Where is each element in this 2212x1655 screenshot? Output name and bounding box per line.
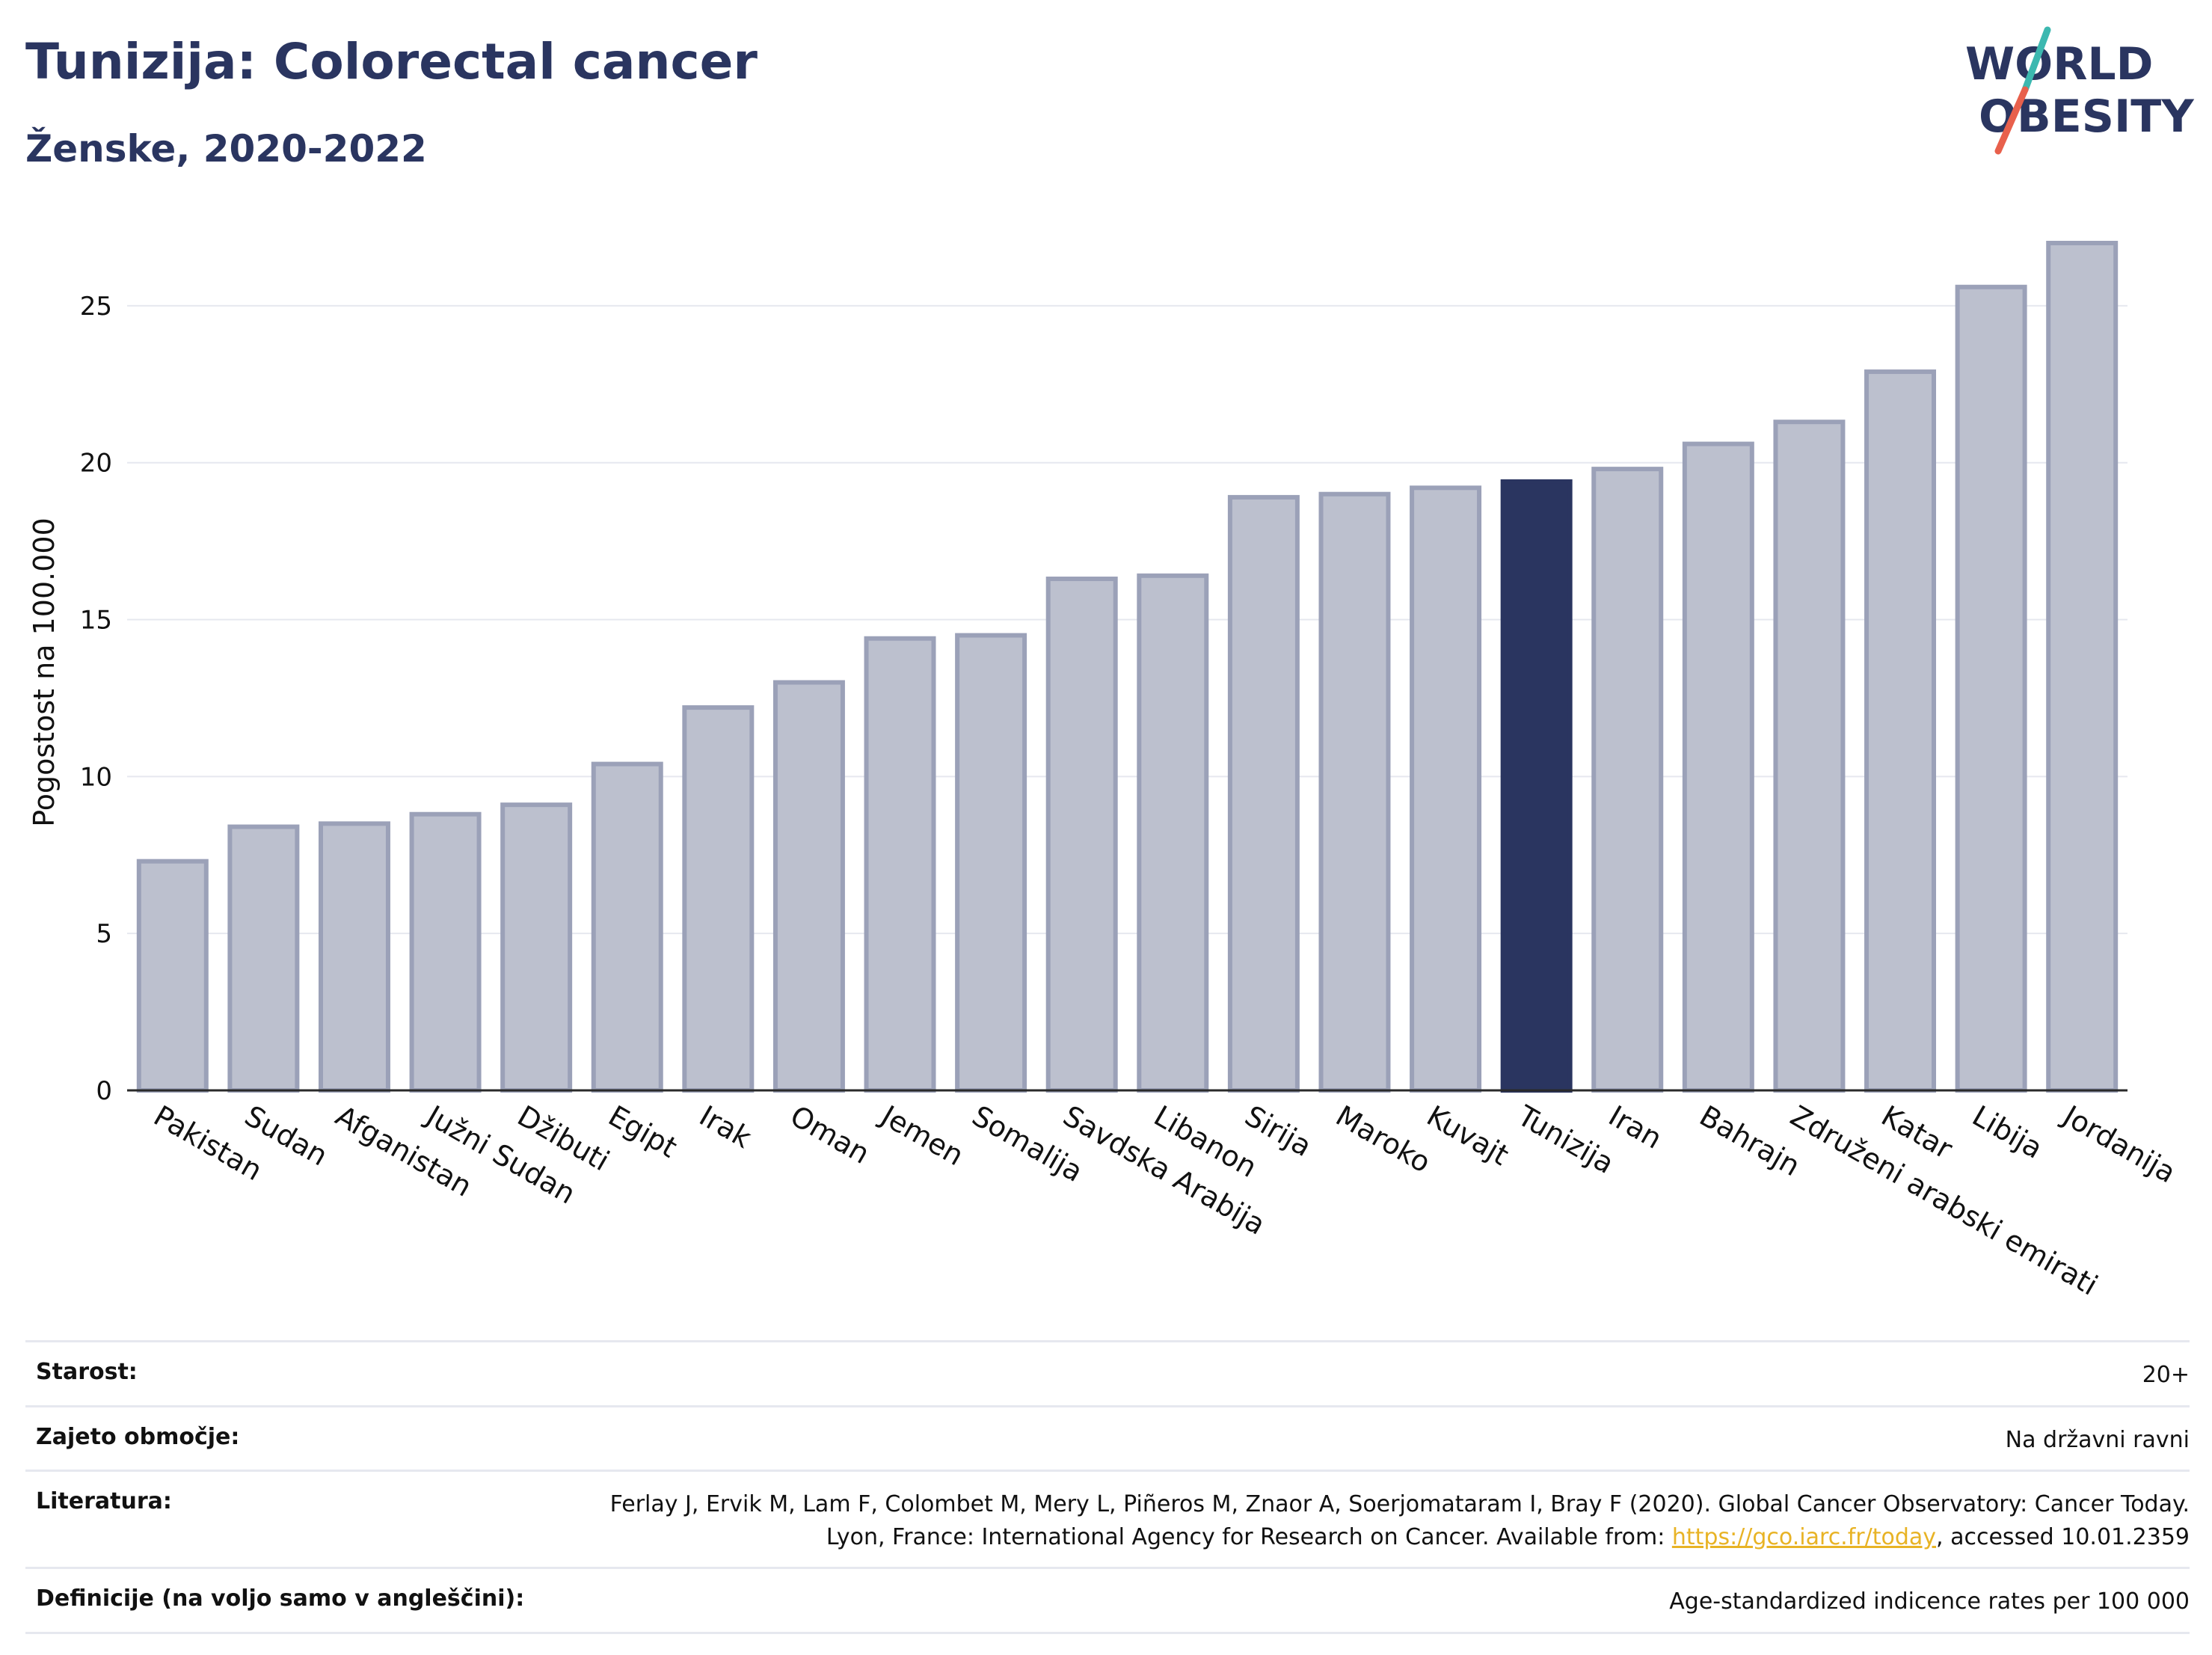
coverage-value: Na državni ravni — [2005, 1426, 2190, 1453]
reference-text: Ferlay J, Ervik M, Lam F, Colombet M, Me… — [609, 1491, 2190, 1550]
y-tick-label: 0 — [96, 1076, 112, 1106]
bar-pakistan — [136, 859, 209, 1093]
logo-line1: WORLD — [1965, 38, 2153, 90]
bar-jordanija — [2046, 241, 2119, 1093]
bar-tunizija — [1500, 479, 1573, 1093]
bar-afganistan — [318, 821, 390, 1093]
bar-oman — [772, 680, 845, 1093]
x-tick-label: Irak — [694, 1099, 757, 1155]
meta-row-reference: Literatura: Ferlay J, Ervik M, Lam F, Co… — [25, 1470, 2190, 1567]
bar-iran — [1591, 467, 1664, 1093]
meta-row-coverage: Zajeto območje: Na državni ravni — [25, 1404, 2190, 1470]
y-tick-label: 20 — [80, 449, 112, 479]
bar-maroko — [1318, 491, 1391, 1093]
reference-value: Ferlay J, Ervik M, Lam F, Colombet M, Me… — [597, 1488, 2190, 1553]
age-value: 20+ — [2142, 1362, 2190, 1388]
x-tick-label: Maroko — [1330, 1099, 1437, 1179]
bar-kuvajt — [1410, 485, 1482, 1093]
x-tick-label: Jordanija — [2056, 1099, 2181, 1190]
x-tick-label: Libija — [1967, 1099, 2048, 1165]
y-tick-label: 15 — [80, 606, 112, 636]
reference-label: Literatura: — [36, 1488, 172, 1514]
bar-džibuti — [500, 802, 573, 1093]
bar-sudan — [227, 824, 300, 1093]
page-subtitle: Ženske, 2020-2022 — [25, 127, 427, 171]
bar-libija — [1955, 284, 2027, 1093]
bar-združeni-arabski-emirati — [1773, 420, 1846, 1093]
meta-row-age: Starost: 20+ — [25, 1340, 2190, 1405]
meta-row-definition: Definicije (na voljo samo v angleščini):… — [25, 1567, 2190, 1634]
x-tick-label: Tunizija — [1511, 1099, 1620, 1180]
y-axis-title: Pogostost na 100.000 — [28, 518, 61, 827]
coverage-label: Zajeto območje: — [36, 1423, 240, 1450]
page-title: Tunizija: Colorectal cancer — [25, 33, 758, 90]
logo-slash-red — [1994, 86, 2029, 155]
definition-label: Definicije (na voljo samo v angleščini): — [36, 1585, 525, 1612]
bar-egipt — [591, 761, 663, 1093]
bar-katar — [1864, 369, 1937, 1093]
x-tick-label: Kuvajt — [1422, 1099, 1514, 1172]
x-tick-label: Jemen — [874, 1099, 969, 1173]
bar-irak — [682, 705, 755, 1093]
world-obesity-logo: WORLD OBESITY — [1965, 26, 2195, 155]
metadata-table: Starost: 20+ Zajeto območje: Na državni … — [25, 1340, 2190, 1634]
reference-link[interactable]: https://gco.iarc.fr/today — [1671, 1523, 1937, 1550]
bar-libanon — [1137, 573, 1209, 1093]
bar-somalija — [955, 633, 1027, 1093]
reference-accessed: , accessed 10.01.2359 — [1936, 1523, 2190, 1550]
x-tick-label: Oman — [784, 1099, 875, 1170]
definition-value: Age-standardized indicence rates per 100… — [1669, 1588, 2190, 1615]
bar-južni-sudan — [409, 811, 482, 1093]
bar-jemen — [864, 636, 936, 1093]
bar-sirija — [1227, 494, 1300, 1093]
logo-slash-teal — [2021, 26, 2051, 93]
x-tick-label: Bahrajn — [1694, 1099, 1805, 1183]
y-tick-label: 10 — [80, 762, 112, 792]
age-label: Starost: — [36, 1359, 138, 1385]
x-tick-label: Egipt — [603, 1099, 683, 1164]
bar-savdska-arabija — [1045, 577, 1118, 1093]
bar-bahrajn — [1682, 441, 1754, 1093]
y-tick-label: 5 — [96, 919, 112, 949]
bars — [136, 241, 2119, 1093]
y-tick-label: 25 — [80, 292, 112, 322]
